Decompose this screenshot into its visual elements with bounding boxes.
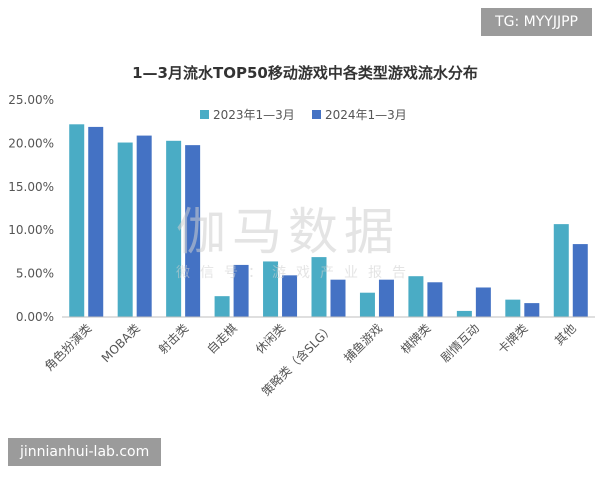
x-tick-label: 棋牌类 <box>398 321 433 356</box>
bar-2023 <box>214 296 230 317</box>
y-tick-label: 10.00% <box>8 223 54 237</box>
x-tick-label: 剧情互动 <box>438 321 482 365</box>
legend-swatch <box>312 110 321 119</box>
watermark-sub: 微信号：游戏产业报告 <box>176 265 416 281</box>
watermark-main: 伽马数据 <box>176 203 400 261</box>
bar-2023 <box>263 261 279 317</box>
bar-2023 <box>166 140 182 317</box>
x-tick-label: 其他 <box>552 321 579 348</box>
bar-2024 <box>330 279 346 317</box>
y-tick-label: 15.00% <box>8 180 54 194</box>
bar-2024 <box>378 279 394 317</box>
bar-2024 <box>136 135 152 317</box>
watermark-tag-bottom: jinnianhui-lab.com <box>8 438 162 466</box>
bar-2024 <box>524 303 540 317</box>
bar-2023 <box>408 276 424 317</box>
bar-2024 <box>88 126 104 318</box>
bar-2023 <box>117 142 133 317</box>
x-tick-label: 角色扮演类 <box>41 321 94 374</box>
bar-2023 <box>505 299 521 317</box>
x-tick-label: 射击类 <box>155 321 191 357</box>
y-tick-label: 0.00% <box>16 310 54 324</box>
bar-2024 <box>233 264 249 317</box>
x-tick-label: 卡牌类 <box>495 321 530 356</box>
chart-title: 1—3月流水TOP50移动游戏中各类型游戏流水分布 <box>132 64 478 82</box>
watermark-tag-top: TG: MYYJJPP <box>481 8 592 36</box>
legend-label: 2024年1—3月 <box>325 108 407 122</box>
bar-2023 <box>69 124 85 317</box>
bar-2024 <box>427 282 443 317</box>
bar-2024 <box>185 145 201 317</box>
y-axis: 0.00% 5.00% 10.00% 15.00% 20.00% 25.00% <box>8 93 54 324</box>
bar-2023 <box>359 292 375 317</box>
x-tick-label: 自走棋 <box>204 321 239 356</box>
legend-label: 2023年1—3月 <box>213 108 295 122</box>
x-tick-label: MOBA类 <box>99 321 143 365</box>
x-tick-label: 休闲类 <box>253 321 288 356</box>
x-axis: 角色扮演类 MOBA类 射击类 自走棋 休闲类策略类（含SLG） 捕鱼游戏 棋牌类 剧情互动卡… <box>41 316 595 399</box>
bar-2024 <box>475 287 491 317</box>
bar-2023 <box>311 257 327 317</box>
y-tick-label: 5.00% <box>16 267 54 281</box>
legend: 2023年1—3月 2024年1—3月 <box>200 108 407 122</box>
bar-2023 <box>553 224 569 317</box>
bar-2024 <box>572 244 588 317</box>
y-tick-label: 20.00% <box>8 136 54 150</box>
bar-2023 <box>456 310 472 317</box>
legend-swatch <box>200 110 209 119</box>
bar-2024 <box>282 275 298 317</box>
x-tick-label: 捕鱼游戏 <box>341 321 386 366</box>
y-tick-label: 25.00% <box>8 93 54 107</box>
bars <box>69 124 588 318</box>
